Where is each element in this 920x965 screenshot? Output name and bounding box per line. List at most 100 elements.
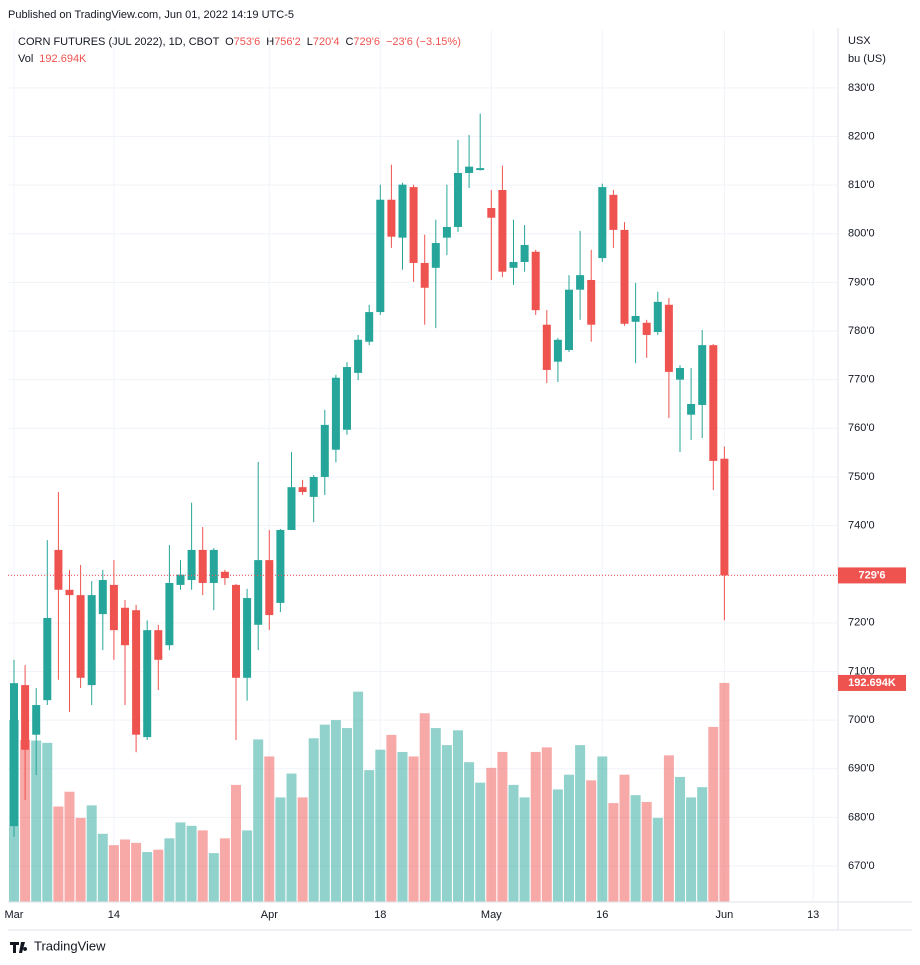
candle-body xyxy=(265,560,274,616)
y-tick-label: 790'0 xyxy=(848,276,875,288)
candle-body xyxy=(553,339,562,362)
legend-value: 729'6 xyxy=(353,36,380,48)
legend-key: C xyxy=(345,36,353,48)
volume-bar xyxy=(464,762,475,902)
volume-bar xyxy=(686,797,697,902)
candle-body xyxy=(653,301,662,333)
candle-body xyxy=(187,549,196,581)
legend-symbol: CORN FUTURES (JUL 2022), 1D, CBOT xyxy=(18,36,220,48)
candle-body xyxy=(420,262,429,288)
candle-body xyxy=(309,476,318,497)
volume-bar xyxy=(630,795,641,902)
volume-bar xyxy=(475,782,486,902)
candle-body xyxy=(331,377,340,450)
legend-key: O xyxy=(225,36,234,48)
volume-bar xyxy=(697,787,708,902)
volume-bar xyxy=(364,770,375,902)
candle-body xyxy=(631,315,640,322)
volume-bar xyxy=(142,851,153,902)
volume-bar xyxy=(708,726,719,902)
candle-body xyxy=(354,339,363,373)
candle-body xyxy=(243,598,252,678)
volume-bar xyxy=(541,747,552,902)
candle-body xyxy=(32,705,41,735)
candle-body xyxy=(720,458,729,576)
candle-body xyxy=(132,610,141,735)
y-tick-label: 710'0 xyxy=(848,665,875,677)
volume-bar xyxy=(430,728,441,902)
candle-body xyxy=(209,549,218,583)
volume-bar xyxy=(597,756,608,902)
y-tick-label: 780'0 xyxy=(848,325,875,337)
y-tick-label: 740'0 xyxy=(848,519,875,531)
candle-body xyxy=(287,487,296,530)
volume-bar xyxy=(175,822,186,902)
legend-vol-key: Vol xyxy=(18,53,33,65)
candle-body xyxy=(620,229,629,324)
volume-legend: Vol 192.694K xyxy=(18,53,87,65)
legend: CORN FUTURES (JUL 2022), 1D, CBOT O753'6 H… xyxy=(18,36,461,48)
volume-bar xyxy=(120,839,130,902)
candle-body xyxy=(409,187,418,263)
volume-bar xyxy=(586,780,597,902)
volume-bar xyxy=(386,734,397,902)
volume-bar xyxy=(53,806,64,902)
volume-bar xyxy=(552,789,563,902)
candle-body xyxy=(109,584,118,631)
volume-bar xyxy=(286,773,297,902)
candle-body xyxy=(298,487,307,493)
volume-bar xyxy=(608,803,619,902)
candle-body xyxy=(87,595,96,686)
volume-bar xyxy=(164,838,175,902)
x-tick-label: 13 xyxy=(807,909,819,921)
volume-bar xyxy=(564,774,574,902)
volume-tag xyxy=(838,674,906,691)
brand-logo xyxy=(10,942,28,953)
x-tick-label: Jun xyxy=(716,909,734,921)
volume-bar xyxy=(663,755,674,902)
volume-bar xyxy=(375,749,386,902)
candle-body xyxy=(509,261,518,268)
legend-value: 720'4 xyxy=(313,36,340,48)
candle-body xyxy=(565,289,573,351)
candle-body xyxy=(21,685,30,750)
volume-bar xyxy=(719,682,730,902)
candle-body xyxy=(476,168,485,171)
candle-body xyxy=(254,560,263,625)
legend-value: 753'6 xyxy=(234,36,261,48)
y-tick-label: 750'0 xyxy=(848,471,875,483)
candle-body xyxy=(431,243,440,268)
volume-bar xyxy=(486,767,497,902)
y-tick-label: 720'0 xyxy=(848,617,875,629)
x-tick-label: 16 xyxy=(596,909,608,921)
candle-body xyxy=(121,607,129,646)
candle-body xyxy=(398,184,407,238)
candle-body xyxy=(709,345,718,461)
volume-tag-label: 192.694K xyxy=(848,677,896,689)
volume-bar xyxy=(619,774,630,902)
candle-body xyxy=(76,595,85,678)
candle-body xyxy=(664,304,673,372)
volume-bar xyxy=(297,797,308,902)
y-tick-label: 700'0 xyxy=(848,714,875,726)
candle-body xyxy=(498,190,507,272)
volume-bar xyxy=(242,830,253,902)
candle-body xyxy=(598,187,607,259)
x-tick-label: Apr xyxy=(261,909,278,921)
brand: TradingView xyxy=(10,938,106,953)
candle-body xyxy=(65,589,74,596)
candle-body xyxy=(176,574,185,585)
candle-body xyxy=(276,529,285,603)
volume-bar xyxy=(208,853,219,902)
candle-body xyxy=(687,403,696,415)
candle-body xyxy=(642,322,651,335)
candle-body xyxy=(520,244,529,262)
candle-body xyxy=(487,207,496,218)
price-tag-label: 729'6 xyxy=(858,569,885,581)
y-tick-label: 770'0 xyxy=(848,374,875,386)
candle-body xyxy=(676,368,684,380)
volume-bar xyxy=(353,691,364,902)
y-tick-label: 800'0 xyxy=(848,228,875,240)
y-tick-label: 670'0 xyxy=(848,860,875,872)
